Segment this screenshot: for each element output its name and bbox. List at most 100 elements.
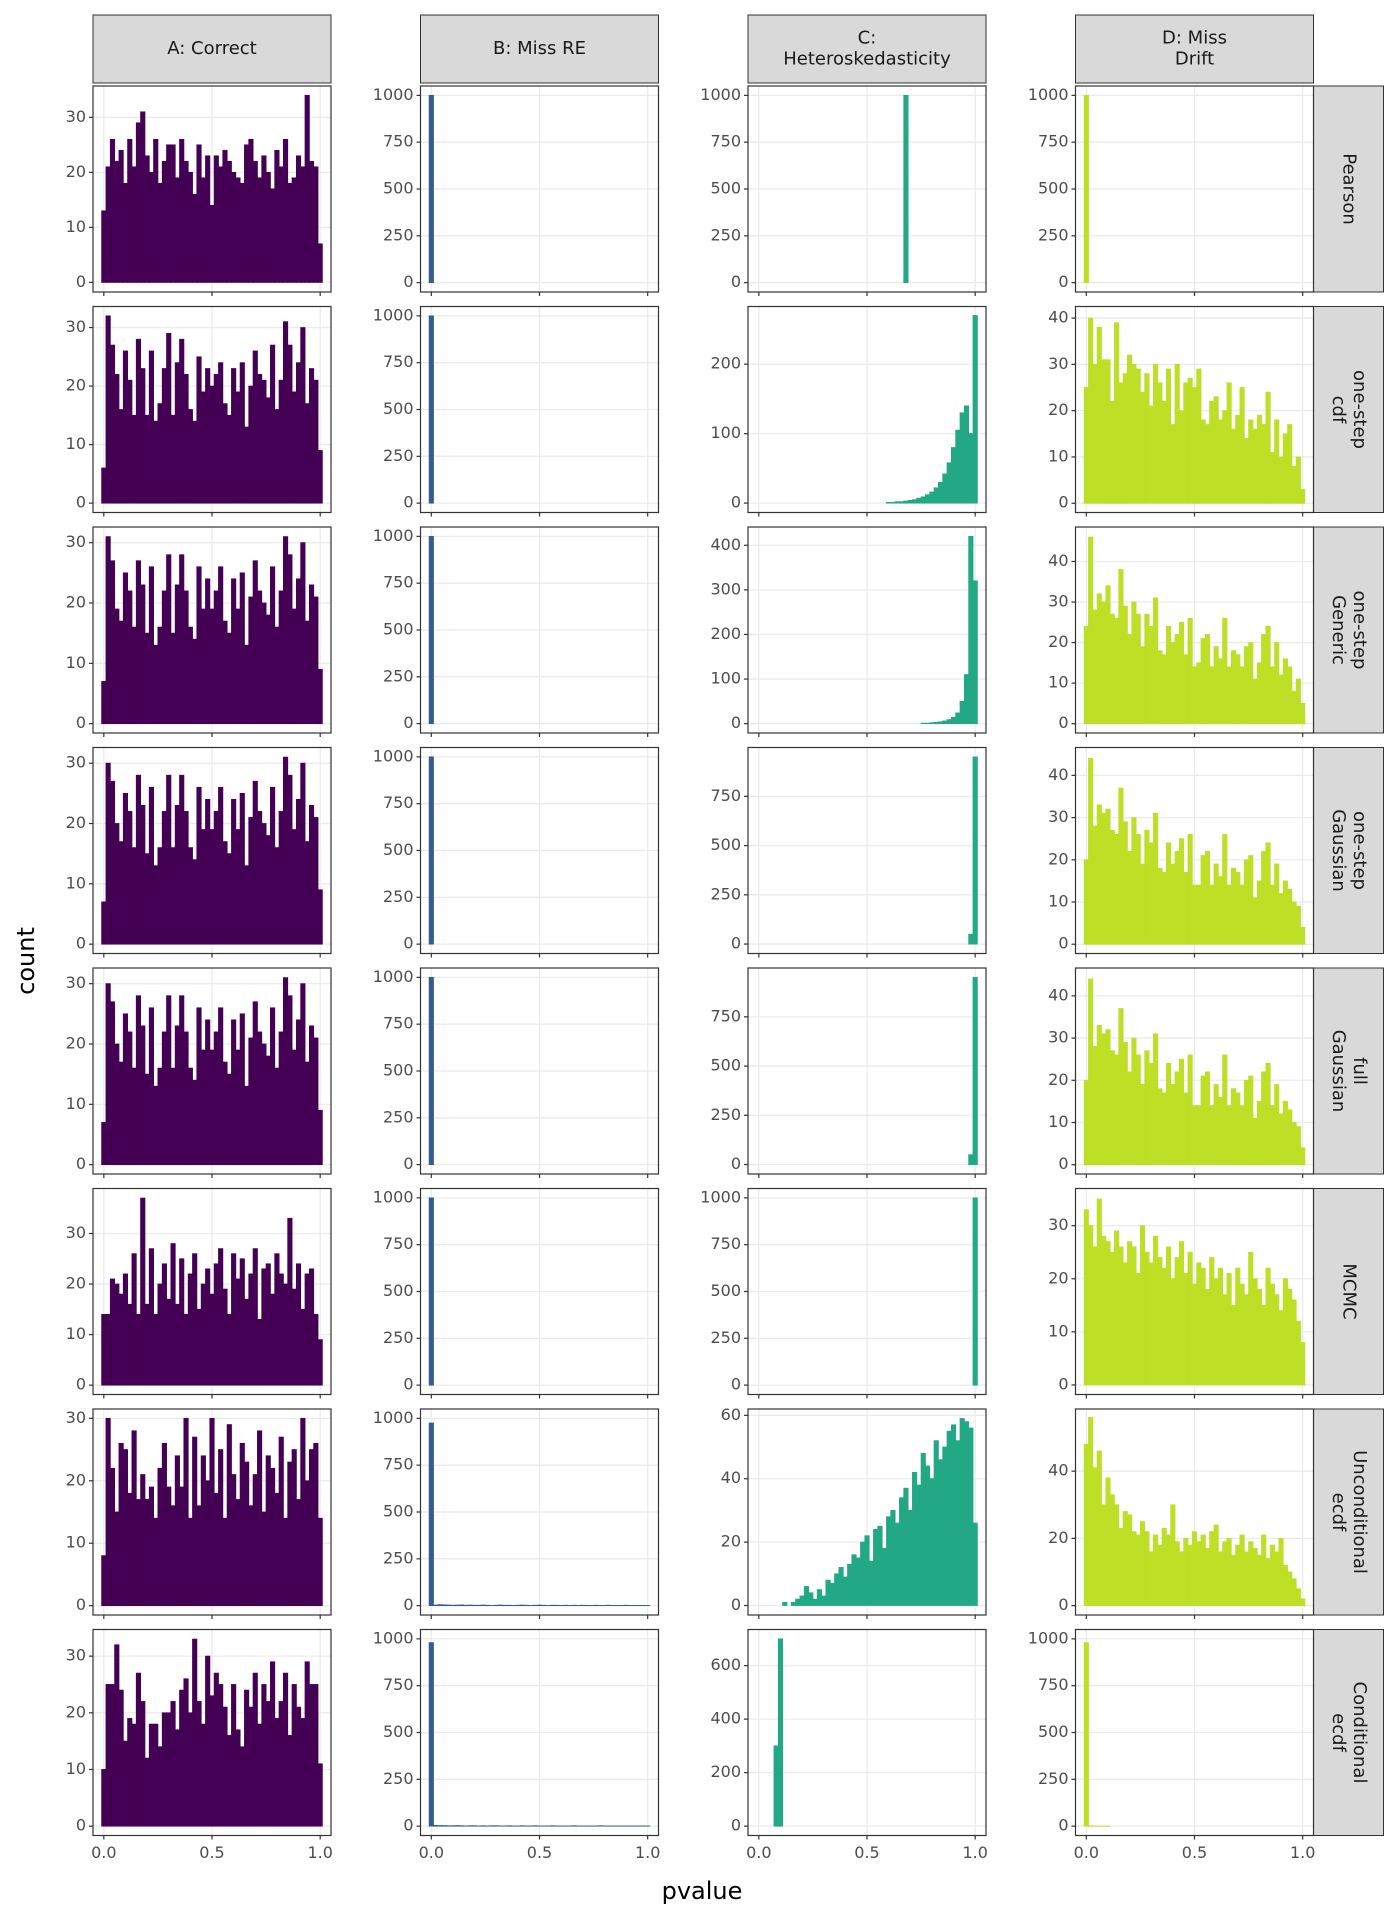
histogram-bar [1243,1294,1249,1386]
histogram-bar [196,356,202,504]
histogram-bar [131,414,137,504]
histogram-bar [291,177,297,283]
y-tick-label: 40 [721,1468,741,1487]
histogram-bar [1235,1544,1241,1606]
histogram-bar [963,674,970,725]
histogram-bar [308,1268,315,1386]
histogram-bar [209,608,215,725]
histogram-bar [209,1049,215,1166]
histogram-bar [270,1007,276,1166]
histogram-bar [1300,1598,1306,1606]
histogram-bar [1144,1251,1150,1386]
histogram-bar [950,447,957,504]
histogram-bar [868,1560,874,1606]
histogram-bar [1152,1534,1159,1606]
histogram-bar [1148,1551,1154,1606]
histogram-bar [218,566,224,725]
histogram-bar [278,1436,284,1607]
histogram-bar [1213,1278,1219,1386]
histogram-bar [257,373,263,504]
histogram-bar [118,1442,124,1607]
histogram-bar [122,1740,129,1827]
histogram-bar [1243,859,1249,945]
histogram-bar [1122,1041,1128,1166]
histogram-bar [1178,1551,1185,1606]
y-tick-label: 1000 [373,85,414,104]
y-tick-label: 10 [66,1094,86,1113]
histogram-bar [282,1517,289,1607]
histogram-bar [1191,666,1198,725]
histogram-bar [1256,1288,1262,1386]
histogram-bar [1235,1092,1241,1166]
histogram-bar [140,1025,146,1166]
histogram-bar [886,1516,892,1606]
histogram-bar [1217,419,1224,504]
histogram-bar [235,1729,241,1827]
histogram-bar [1256,662,1262,725]
y-tick-label: 1000 [373,526,414,545]
y-tick-label: 0 [1058,1595,1068,1614]
histogram-bar [213,811,219,945]
histogram-bar [1269,884,1275,945]
histogram-bar [231,1253,237,1386]
histogram-bar [1109,829,1115,945]
histogram-bar [179,1258,185,1386]
histogram-bar [304,1661,310,1827]
histogram-bar [497,1604,504,1607]
y-tick-label: 0 [403,1595,413,1614]
histogram-bar [205,1480,211,1607]
histogram-bar [1187,1544,1193,1606]
histogram-bar [1200,1075,1206,1166]
y-tick-label: 10 [66,1759,86,1778]
histogram-bar [127,138,133,283]
histogram-bar [140,584,146,725]
histogram-bar [144,1303,150,1386]
histogram-bar [1196,884,1202,945]
histogram-bar [1127,1514,1133,1606]
histogram-bar [1265,842,1271,945]
histogram-bar [428,535,434,725]
histogram-bar [1092,1046,1098,1166]
y-tick-label: 250 [710,884,741,903]
histogram-bar [1209,1105,1215,1166]
histogram-bar [248,1273,254,1386]
histogram-bar [127,811,133,945]
histogram-bar [1135,834,1141,945]
histogram-bar [1109,613,1115,725]
histogram-bar [1204,1548,1211,1606]
histogram-bar [1265,1063,1271,1166]
histogram-bar [291,1684,297,1827]
histogram-bar [300,166,306,283]
histogram-bar [287,182,293,283]
y-tick-label: 20 [1048,400,1068,419]
histogram-bar [192,1079,198,1166]
histogram-bar [1152,1033,1159,1166]
histogram-bar [265,171,271,283]
y-tick-label: 250 [710,1105,741,1124]
histogram-bar [1291,1122,1297,1166]
y-tick-label: 1000 [373,1187,414,1206]
histogram-bar [308,368,315,504]
histogram-bar [135,1499,141,1607]
histogram-bar [1239,884,1245,945]
histogram-bar [1230,867,1237,945]
histogram-bar [122,792,129,945]
histogram-bar [1196,1105,1202,1166]
histogram-bar [209,1293,215,1386]
histogram-bar [1209,1257,1215,1386]
histogram-bar [231,368,237,504]
histogram-bar [1230,1554,1237,1606]
histogram-bar [239,182,245,283]
histogram-bar [1178,1058,1185,1166]
histogram-bar [1135,1534,1141,1606]
histogram-bar [1252,897,1258,945]
histogram-bar [1187,834,1193,945]
histogram-bar [1235,414,1241,504]
histogram-bar [446,1604,452,1607]
histogram-bar [153,644,159,725]
y-tick-label: 10 [66,1324,86,1343]
y-tick-label: 0 [403,1154,413,1173]
y-tick-label: 0 [76,1595,86,1614]
histogram-bar [131,626,137,725]
